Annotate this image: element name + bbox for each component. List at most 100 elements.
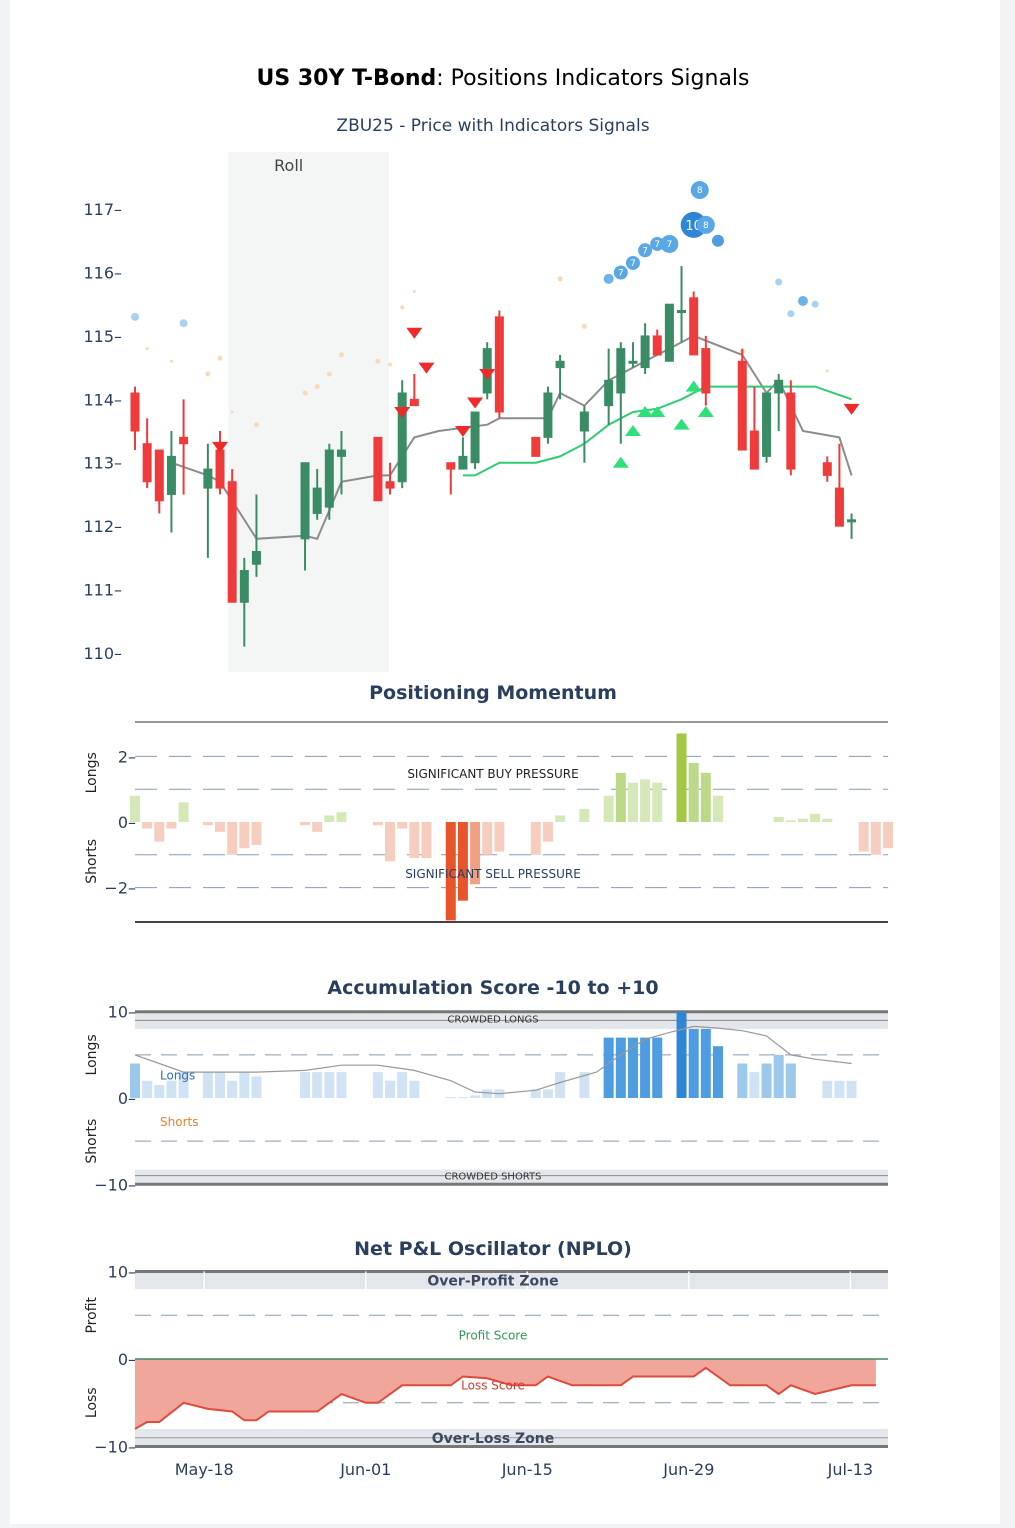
momentum-title: Positioning Momentum — [369, 682, 617, 704]
accumulation-bar — [834, 1080, 845, 1098]
over-profit-label: Over-Profit Zone — [427, 1273, 558, 1289]
accumulation-bar — [773, 1054, 784, 1098]
accumulation-bar — [603, 1037, 614, 1098]
accumulation-bubble — [696, 215, 715, 234]
momentum-bar — [773, 817, 784, 822]
buy-signal-triangle — [697, 406, 714, 417]
candle-body — [749, 430, 759, 470]
accumulation-bubble — [625, 255, 640, 270]
signal-dot — [131, 312, 139, 321]
date-tick-label: Jul-13 — [827, 1460, 873, 1479]
price-ytick-label: 114– — [83, 390, 122, 409]
candle-body — [470, 411, 480, 464]
signal-dot — [314, 384, 320, 390]
signal-dot — [375, 358, 381, 364]
accumulation-panel: Accumulation Score -10 to +10−10–0–10–Lo… — [84, 977, 888, 1194]
signal-dot — [581, 323, 587, 329]
momentum-bar — [785, 820, 796, 822]
accumulation-bar — [542, 1089, 553, 1098]
signal-dot — [603, 273, 614, 284]
sell-signal-triangle — [467, 397, 484, 409]
candle-body — [652, 335, 662, 356]
price-subtitle: ZBU25 - Price with Indicators Signals — [336, 116, 649, 136]
sell-pressure-label: SIGNIFICANT SELL PRESSURE — [405, 867, 581, 881]
momentum-bar — [688, 762, 699, 822]
momentum-bar — [324, 815, 335, 822]
momentum-bar — [130, 795, 140, 822]
accumulation-bar — [640, 1037, 651, 1098]
candle-body — [737, 360, 747, 451]
candle-body — [373, 436, 383, 502]
sell-signal-triangle — [406, 327, 423, 339]
candle-body — [786, 392, 796, 470]
title-bold: US 30Y T-Bond — [256, 66, 436, 91]
candle-body — [239, 570, 249, 603]
bubble-label: 7 — [654, 240, 660, 250]
momentum-bar — [652, 782, 663, 822]
price-ytick-label: 116– — [83, 263, 122, 282]
price-ytick-label: 111– — [83, 581, 122, 600]
candle-body — [604, 379, 614, 407]
roll-label: Roll — [274, 156, 303, 175]
candle-body — [251, 551, 261, 565]
momentum-bar — [166, 822, 177, 829]
accumulation-bar — [385, 1080, 396, 1098]
candle-body — [179, 436, 189, 445]
price-panel: Roll110–111–112–113–114–115–116–117–7777… — [83, 152, 860, 672]
accumulation-ytick-label: −10– — [94, 1175, 136, 1194]
date-tick-label: Jun-01 — [339, 1460, 391, 1479]
signal-dot — [326, 371, 332, 377]
momentum-bar — [154, 822, 165, 842]
candle-body — [227, 481, 237, 603]
momentum-bar — [470, 822, 481, 885]
price-ytick-label: 112– — [83, 517, 122, 536]
candle-body — [312, 487, 322, 514]
momentum-bar — [579, 808, 590, 822]
momentum-bar — [372, 822, 383, 826]
nplo-ylabel-loss: Loss — [84, 1387, 100, 1418]
profit-score-label: Profit Score — [459, 1329, 528, 1343]
bubble-label: 7 — [642, 246, 648, 256]
candle-body — [664, 303, 674, 362]
momentum-bar — [797, 818, 808, 822]
momentum-bar — [251, 822, 262, 845]
momentum-ytick-label: 2– — [118, 747, 136, 766]
bubble-label: 7 — [618, 268, 624, 278]
candle-body — [774, 379, 784, 394]
signal-dot — [179, 319, 188, 328]
candle-body — [677, 310, 687, 314]
candle-body — [834, 487, 844, 527]
loss-score-label: Loss Score — [461, 1378, 525, 1392]
momentum-bar — [810, 813, 821, 822]
candle-body — [847, 519, 857, 523]
accumulation-bar — [482, 1089, 493, 1098]
date-tick-label: May-18 — [175, 1460, 234, 1479]
momentum-bar — [482, 822, 493, 855]
momentum-bar — [336, 812, 347, 822]
momentum-bar — [239, 822, 250, 849]
momentum-bar — [883, 822, 893, 849]
accumulation-bar — [555, 1072, 566, 1098]
momentum-bar — [676, 733, 687, 822]
signal-dot — [217, 355, 223, 361]
accumulation-bar — [712, 1046, 723, 1098]
accumulation-bar — [324, 1072, 335, 1098]
momentum-bar — [457, 822, 468, 901]
accumulation-bar — [445, 1097, 456, 1099]
accumulation-bar — [846, 1080, 857, 1098]
main-title: US 30Y T-Bond: Positions Indicators Sign… — [256, 66, 749, 91]
momentum-ylabel-longs: Longs — [84, 752, 100, 793]
momentum-bar — [615, 772, 626, 822]
momentum-bar — [700, 772, 711, 822]
signal-dot — [302, 390, 308, 396]
accumulation-bar — [470, 1095, 481, 1098]
date-tick-label: Jun-15 — [501, 1460, 553, 1479]
accumulation-ylabel-shorts: Shorts — [84, 1119, 100, 1164]
sell-signal-triangle — [212, 441, 229, 453]
accumulation-bar — [785, 1063, 796, 1098]
candle-body — [689, 297, 699, 356]
sell-signal-triangle — [418, 362, 435, 374]
buy-signal-triangle — [612, 456, 629, 468]
roll-band — [228, 152, 389, 672]
candle-body — [142, 443, 152, 483]
